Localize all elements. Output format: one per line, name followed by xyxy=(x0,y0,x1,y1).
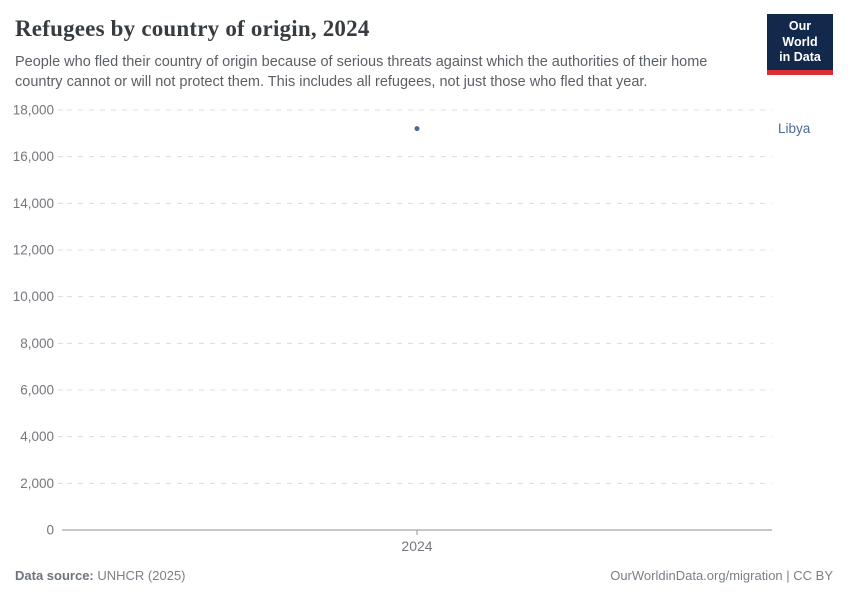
series-label-libya[interactable]: Libya xyxy=(778,121,811,136)
chart-title: Refugees by country of origin, 2024 xyxy=(15,16,370,41)
y-tick-label: 18,000 xyxy=(13,103,54,118)
data-source-value: UNHCR (2025) xyxy=(97,568,186,583)
owid-logo-box: Our World in Data xyxy=(767,14,833,70)
owid-logo[interactable]: Our World in Data xyxy=(767,14,833,75)
data-source-label: Data source: xyxy=(15,568,94,583)
y-tick-label: 4,000 xyxy=(20,429,54,444)
data-source: Data source: UNHCR (2025) xyxy=(15,568,186,583)
y-tick-label: 0 xyxy=(46,523,54,538)
y-tick-label: 10,000 xyxy=(13,289,54,304)
y-tick-label: 14,000 xyxy=(13,196,54,211)
data-point-libya[interactable] xyxy=(414,126,420,132)
y-tick-label: 8,000 xyxy=(20,336,54,351)
x-tick-label: 2024 xyxy=(401,538,432,554)
owid-logo-line1: Our World xyxy=(782,19,818,49)
y-tick-label: 2,000 xyxy=(20,476,54,491)
y-tick-label: 16,000 xyxy=(13,149,54,164)
chart-footer: Data source: UNHCR (2025) OurWorldinData… xyxy=(15,568,833,583)
chart-subtitle: People who fled their country of origin … xyxy=(15,54,708,90)
y-tick-label: 12,000 xyxy=(13,243,54,258)
y-tick-label: 6,000 xyxy=(20,383,54,398)
owid-logo-underline xyxy=(767,69,833,75)
owid-logo-line2: in Data xyxy=(779,50,821,65)
owid-citation-link[interactable]: OurWorldinData.org/migration | CC BY xyxy=(610,568,833,583)
